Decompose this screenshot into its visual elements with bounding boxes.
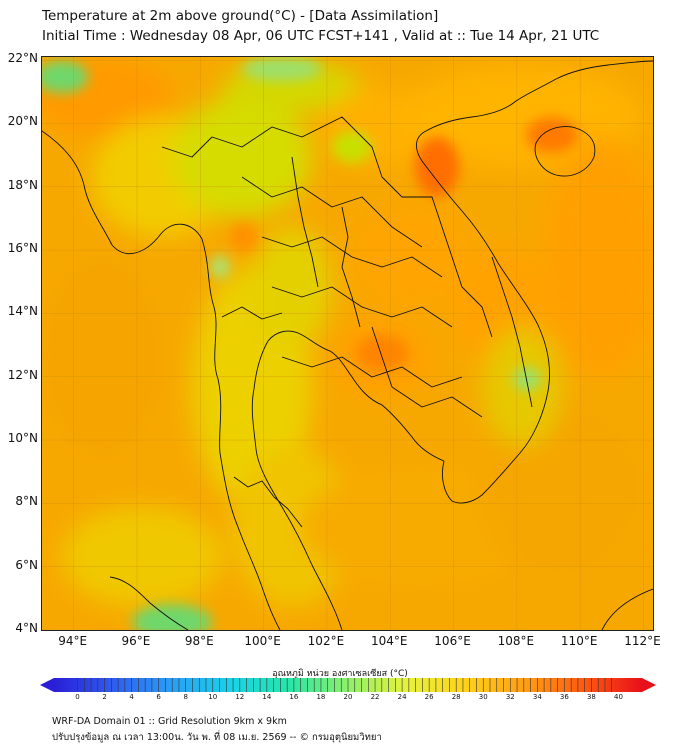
longitude-label: 100°E — [244, 634, 281, 648]
colorbar-tick-label: 26 — [424, 693, 434, 701]
temperature-map[interactable] — [41, 56, 654, 631]
map-canvas — [42, 57, 653, 630]
colorbar-tick-label: 24 — [397, 693, 407, 701]
colorbar-label: อุณหภูมิ หน่วย องศาเซลเซียส (°C) — [272, 669, 408, 679]
longitude-label: 104°E — [370, 634, 408, 648]
colorbar-tick-label: 20 — [343, 693, 353, 701]
latitude-label: 10°N — [7, 431, 38, 446]
longitude-label: 102°E — [307, 634, 345, 648]
colorbar-tick-label: 38 — [586, 693, 596, 701]
colorbar-tick-label: 4 — [129, 693, 134, 701]
longitude-label: 110°E — [560, 634, 598, 648]
colorbar-tick-label: 8 — [183, 693, 188, 701]
map-title: Temperature at 2m above ground(°C) - [Da… — [42, 8, 439, 24]
latitude-label: 6°N — [15, 557, 38, 572]
coastlines-and-borders — [42, 60, 653, 630]
colorbar-tick-label: 0 — [75, 693, 80, 701]
colorbar-max-arrow — [642, 678, 656, 692]
latitude-label: 22°N — [7, 51, 38, 66]
colorbar-tick-label: 10 — [208, 693, 218, 701]
colorbar-tick-label: 16 — [289, 693, 299, 701]
latitude-label: 20°N — [7, 114, 38, 129]
latitude-label: 8°N — [15, 494, 38, 509]
colorbar-tick-label: 18 — [316, 693, 326, 701]
latitude-label: 14°N — [7, 304, 38, 319]
latitude-label: 16°N — [7, 241, 38, 256]
colorbar-tick-label: 14 — [262, 693, 272, 701]
colorbar-tick-label: 40 — [614, 693, 623, 701]
latitude-label: 12°N — [7, 367, 38, 382]
longitude-label: 98°E — [184, 634, 214, 648]
colorbar-tick-label: 2 — [102, 693, 107, 701]
longitude-label: 96°E — [121, 634, 151, 648]
longitude-label: 94°E — [58, 634, 88, 648]
colorbar-tick-label: 32 — [505, 693, 515, 701]
footer-update-info: ปรับปรุงข้อมูล ณ เวลา 13:00น. วัน พ. ที่… — [52, 732, 382, 743]
colorbar-tick-label: 28 — [451, 693, 461, 701]
footer-model-info: WRF-DA Domain 01 :: Grid Resolution 9km … — [52, 716, 287, 727]
colorbar-tick-label: 12 — [235, 693, 245, 701]
latitude-label: 4°N — [15, 621, 38, 635]
hot-and-cool-spots — [42, 57, 578, 630]
latitude-label: 18°N — [7, 177, 38, 192]
temperature-patches — [42, 57, 653, 607]
colorbar-tick-label: 22 — [370, 693, 380, 701]
map-subtitle: Initial Time : Wednesday 08 Apr, 06 UTC … — [42, 28, 600, 44]
longitude-label: 106°E — [434, 634, 471, 648]
longitude-label: 112°E — [624, 634, 661, 648]
graticule — [42, 57, 653, 630]
colorbar-tick-label: 36 — [559, 693, 569, 701]
colorbar-tick-label: 30 — [478, 693, 488, 701]
colorbar-tick-label: 6 — [156, 693, 161, 701]
temperature-colorbar — [40, 678, 656, 692]
colorbar-tick-label: 34 — [532, 693, 542, 701]
colorbar-min-arrow — [40, 678, 54, 692]
longitude-label: 108°E — [497, 634, 535, 648]
